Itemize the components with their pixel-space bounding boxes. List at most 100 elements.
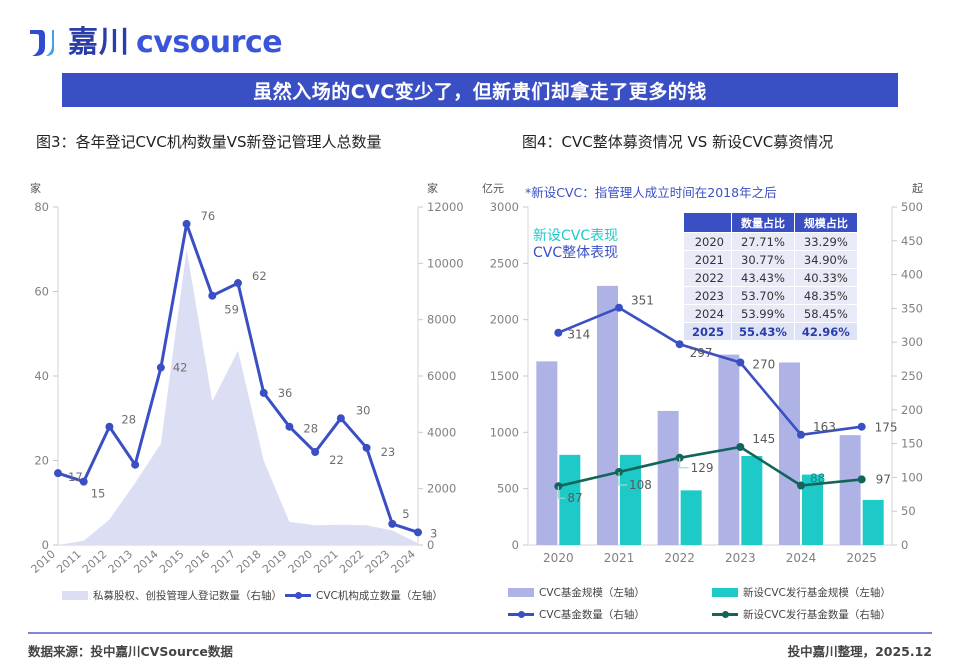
svg-text:450: 450 — [901, 234, 923, 248]
legend-left-area: 私募股权、创投管理人登记数量（右轴） — [62, 588, 282, 603]
annotation-numerator: 新设CVC表现 — [533, 228, 619, 244]
legend-swatch-area-icon — [62, 591, 88, 600]
svg-text:62: 62 — [252, 269, 267, 283]
legend-swatch-bar-teal-icon — [712, 588, 738, 597]
svg-text:2022: 2022 — [337, 548, 367, 575]
table-cell-scale-share: 34.90% — [793, 250, 858, 269]
right-axis-unit: 家 — [427, 182, 438, 195]
svg-text:145: 145 — [752, 432, 775, 446]
chart-right-canvas: 0 500 1000 1500 2000 2500 3000 0 50 100 150 200 250 3… — [490, 200, 923, 565]
svg-text:300: 300 — [901, 335, 923, 349]
svg-text:0: 0 — [42, 538, 49, 552]
legend-right-line-green: 新设CVC发行基金数量（右轴） — [712, 607, 891, 622]
svg-text:5: 5 — [402, 507, 409, 521]
svg-text:2025: 2025 — [846, 551, 877, 565]
legend-right-bar-teal: 新设CVC发行基金规模（左轴） — [712, 585, 891, 600]
svg-text:2024: 2024 — [389, 548, 419, 575]
svg-text:2013: 2013 — [106, 548, 136, 575]
svg-text:87: 87 — [567, 491, 582, 505]
svg-text:2017: 2017 — [209, 548, 239, 575]
left-axis-unit: 家 — [30, 182, 41, 195]
svg-text:3: 3 — [430, 526, 437, 540]
svg-text:22: 22 — [329, 453, 344, 467]
table-cell-count-share: 53.70% — [731, 286, 795, 305]
table-row: 2022 43.43% 40.33% — [683, 268, 858, 287]
table-cell-count-share: 30.77% — [731, 250, 795, 269]
legend-right-bar-purple: CVC基金规模（左轴） — [508, 585, 645, 600]
svg-text:8000: 8000 — [427, 313, 456, 327]
table-cell-year: 2021 — [683, 250, 732, 269]
svg-text:10000: 10000 — [427, 256, 464, 270]
svg-text:4000: 4000 — [427, 425, 456, 439]
chart-cvc-fundraising: 亿元 起 0 500 1000 1500 2000 2500 3000 0 50 100 150 20… — [480, 175, 960, 575]
svg-text:88: 88 — [810, 472, 825, 486]
svg-text:2500: 2500 — [490, 256, 519, 270]
table-header-row: 数量占比 规模占比 — [683, 212, 858, 233]
table-row: 2024 53.99% 58.45% — [683, 304, 858, 323]
svg-text:150: 150 — [901, 437, 923, 451]
svg-text:350: 350 — [901, 301, 923, 315]
footer-source: 数据来源：投中嘉川CVSource数据 — [28, 644, 233, 659]
table-cell-year: 2025 — [683, 322, 732, 341]
svg-text:2020: 2020 — [543, 551, 574, 565]
table-header-blank — [683, 212, 732, 233]
svg-text:17: 17 — [68, 470, 83, 484]
legend-swatch-line-green-icon — [712, 610, 738, 618]
svg-text:2000: 2000 — [427, 482, 456, 496]
svg-text:15: 15 — [91, 487, 106, 501]
headline-banner: 虽然入场的CVC变少了，但新贵们却拿走了更多的钱 — [62, 73, 898, 107]
svg-text:2022: 2022 — [664, 551, 695, 565]
svg-text:36: 36 — [278, 386, 293, 400]
share-table: 数量占比 规模占比 2020 27.71% 33.29% 2021 30.77% 34.9… — [683, 212, 858, 341]
chart-cvc-registrations: 家 家 0 20 40 60 80 0 2000 4000 6000 8000 10000 12000… — [0, 175, 480, 575]
legend-label-line: CVC机构成立数量（左轴） — [316, 590, 443, 602]
chart-note: *新设CVC：指管理人成立时间在2018年之后 — [525, 185, 777, 200]
table-header-count-share: 数量占比 — [731, 212, 795, 233]
svg-text:270: 270 — [752, 357, 775, 371]
legend-label-cvc-fund-count: CVC基金数量（右轴） — [539, 609, 645, 621]
table-row: 2020 27.71% 33.29% — [683, 232, 858, 251]
svg-text:28: 28 — [121, 413, 136, 427]
table-cell-scale-share: 42.96% — [793, 322, 858, 341]
svg-text:2020: 2020 — [286, 548, 316, 575]
table-cell-count-share: 55.43% — [731, 322, 795, 341]
legend-right-line-blue: CVC基金数量（右轴） — [508, 607, 645, 622]
legend-label-area: 私募股权、创投管理人登记数量（右轴） — [93, 590, 282, 602]
svg-text:80: 80 — [34, 200, 49, 214]
table-cell-scale-share: 33.29% — [793, 232, 858, 251]
logo-text-cn: 嘉川 — [68, 25, 130, 60]
right-chart-right-axis-unit: 起 — [912, 182, 923, 195]
svg-text:12000: 12000 — [427, 200, 464, 214]
svg-text:20: 20 — [34, 454, 49, 468]
svg-text:2011: 2011 — [54, 548, 84, 575]
svg-text:129: 129 — [691, 461, 714, 475]
svg-text:2012: 2012 — [80, 548, 110, 575]
svg-text:2021: 2021 — [311, 548, 341, 575]
table-cell-year: 2020 — [683, 232, 732, 251]
svg-text:60: 60 — [34, 285, 49, 299]
svg-text:500: 500 — [901, 200, 923, 214]
svg-text:50: 50 — [901, 504, 916, 518]
table-cell-scale-share: 58.45% — [793, 304, 858, 323]
table-cell-scale-share: 48.35% — [793, 286, 858, 305]
svg-text:163: 163 — [813, 420, 836, 434]
logo-text-en: cvsource — [136, 25, 283, 60]
svg-text:30: 30 — [356, 403, 371, 417]
legend-label-cvc-fund-scale: CVC基金规模（左轴） — [539, 587, 645, 599]
logo-mark-icon — [28, 27, 62, 59]
svg-text:2016: 2016 — [183, 548, 213, 575]
svg-text:2018: 2018 — [234, 548, 264, 575]
svg-text:1500: 1500 — [490, 369, 519, 383]
brand-logo: 嘉川 cvsource — [28, 20, 283, 66]
chart-title-left: 图3：各年登记CVC机构数量VS新登记管理人总数量 — [36, 133, 382, 151]
svg-text:297: 297 — [690, 346, 713, 360]
svg-text:28: 28 — [303, 422, 318, 436]
svg-text:500: 500 — [497, 482, 519, 496]
svg-text:97: 97 — [876, 472, 891, 486]
table-header-scale-share: 规模占比 — [793, 212, 858, 233]
svg-text:2023: 2023 — [363, 548, 393, 575]
svg-text:2014: 2014 — [131, 548, 161, 575]
svg-text:0: 0 — [901, 538, 908, 552]
table-cell-year: 2023 — [683, 286, 732, 305]
